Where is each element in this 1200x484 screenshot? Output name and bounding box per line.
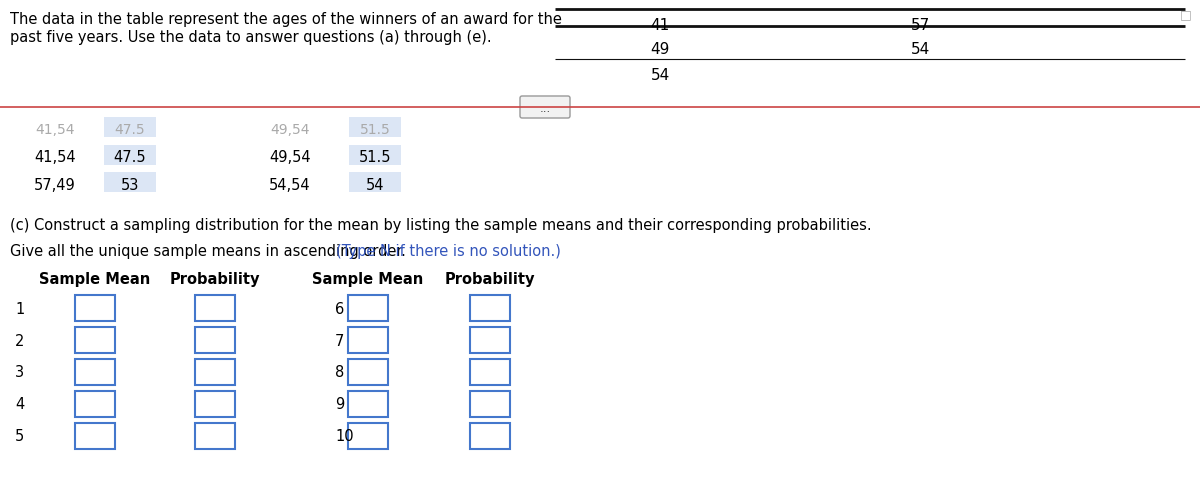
Text: 6: 6 [335, 301, 344, 316]
Text: ...: ... [539, 101, 551, 114]
Text: Probability: Probability [445, 272, 535, 287]
FancyBboxPatch shape [349, 118, 401, 138]
FancyBboxPatch shape [470, 295, 510, 321]
FancyBboxPatch shape [348, 391, 388, 417]
Text: 47.5: 47.5 [114, 150, 146, 165]
Text: 10: 10 [335, 429, 354, 443]
Text: □: □ [1181, 8, 1192, 21]
Text: 8: 8 [335, 365, 344, 380]
FancyBboxPatch shape [76, 359, 115, 385]
Text: 54: 54 [366, 177, 384, 192]
Text: 49,54: 49,54 [269, 150, 311, 165]
Text: 54,54: 54,54 [269, 177, 311, 192]
FancyBboxPatch shape [104, 173, 156, 193]
Text: Probability: Probability [169, 272, 260, 287]
FancyBboxPatch shape [104, 118, 156, 138]
Text: 41,54: 41,54 [34, 150, 76, 165]
FancyBboxPatch shape [76, 327, 115, 353]
Text: Give all the unique sample means in ascending order.: Give all the unique sample means in asce… [10, 243, 410, 258]
Text: 9: 9 [335, 397, 344, 412]
Text: 49,54: 49,54 [270, 123, 310, 136]
FancyBboxPatch shape [349, 146, 401, 166]
Text: Sample Mean: Sample Mean [312, 272, 424, 287]
FancyBboxPatch shape [76, 391, 115, 417]
FancyBboxPatch shape [196, 295, 235, 321]
Text: 54: 54 [650, 68, 670, 83]
Text: 57: 57 [911, 18, 930, 33]
FancyBboxPatch shape [104, 146, 156, 166]
Text: 57,49: 57,49 [34, 177, 76, 192]
Text: 1: 1 [16, 301, 24, 316]
Text: 54: 54 [911, 42, 930, 57]
Text: 41: 41 [650, 18, 670, 33]
FancyBboxPatch shape [349, 173, 401, 193]
Text: past five years. Use the data to answer questions (a) through (e).: past five years. Use the data to answer … [10, 30, 492, 45]
FancyBboxPatch shape [76, 295, 115, 321]
FancyBboxPatch shape [520, 97, 570, 119]
FancyBboxPatch shape [348, 359, 388, 385]
FancyBboxPatch shape [196, 391, 235, 417]
Text: Sample Mean: Sample Mean [40, 272, 151, 287]
Text: 3: 3 [16, 365, 24, 380]
FancyBboxPatch shape [470, 359, 510, 385]
Text: The data in the table represent the ages of the winners of an award for the: The data in the table represent the ages… [10, 12, 562, 27]
FancyBboxPatch shape [348, 423, 388, 449]
Text: 4: 4 [16, 397, 24, 412]
Text: 49: 49 [650, 42, 670, 57]
FancyBboxPatch shape [470, 423, 510, 449]
Text: (Type N if there is no solution.): (Type N if there is no solution.) [336, 243, 560, 258]
Text: 47.5: 47.5 [115, 123, 145, 136]
FancyBboxPatch shape [348, 327, 388, 353]
Text: 53: 53 [121, 177, 139, 192]
FancyBboxPatch shape [196, 327, 235, 353]
FancyBboxPatch shape [348, 295, 388, 321]
FancyBboxPatch shape [470, 327, 510, 353]
Text: 51.5: 51.5 [360, 123, 390, 136]
Text: 51.5: 51.5 [359, 150, 391, 165]
Text: 2: 2 [16, 333, 24, 348]
FancyBboxPatch shape [196, 423, 235, 449]
FancyBboxPatch shape [470, 391, 510, 417]
Text: 41,54: 41,54 [35, 123, 74, 136]
FancyBboxPatch shape [76, 423, 115, 449]
FancyBboxPatch shape [196, 359, 235, 385]
Text: 5: 5 [16, 429, 24, 443]
Text: (c) Construct a sampling distribution for the mean by listing the sample means a: (c) Construct a sampling distribution fo… [10, 217, 871, 232]
Text: 7: 7 [335, 333, 344, 348]
